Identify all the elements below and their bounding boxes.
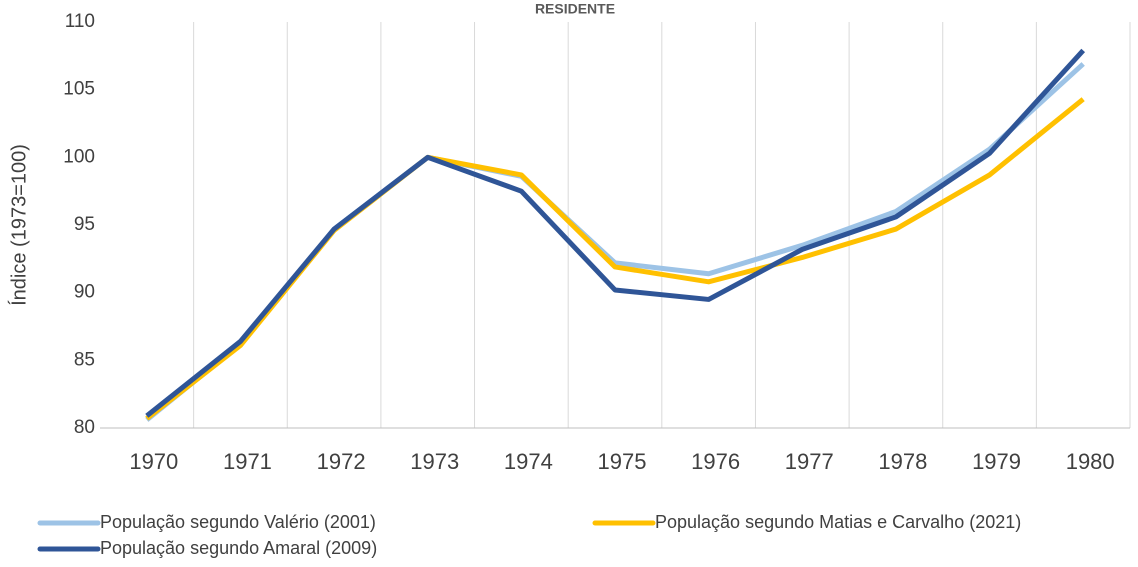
x-tick-label: 1971 bbox=[223, 449, 272, 474]
x-tick-label: 1975 bbox=[598, 449, 647, 474]
y-tick-label: 90 bbox=[74, 282, 95, 303]
x-tick-label: 1970 bbox=[129, 449, 178, 474]
x-tick-label: 1972 bbox=[317, 449, 366, 474]
y-tick-label: 110 bbox=[65, 11, 95, 32]
x-tick-label: 1979 bbox=[972, 449, 1021, 474]
y-tick-label: 105 bbox=[63, 79, 95, 100]
x-tick-label: 1980 bbox=[1066, 449, 1115, 474]
y-tick-label: 95 bbox=[74, 214, 95, 235]
x-tick-label: 1973 bbox=[410, 449, 459, 474]
x-tick-label: 1976 bbox=[691, 449, 740, 474]
x-tick-label: 1974 bbox=[504, 449, 553, 474]
chart-title: RESIDENTE bbox=[535, 1, 615, 17]
y-tick-label: 80 bbox=[74, 417, 95, 438]
y-tick-label: 85 bbox=[74, 349, 95, 370]
x-tick-label: 1978 bbox=[878, 449, 927, 474]
y-tick-label: 100 bbox=[63, 146, 95, 167]
series-line bbox=[145, 48, 1086, 418]
legend-label: População segundo Amaral (2009) bbox=[100, 538, 377, 558]
legend-label: População segundo Valério (2001) bbox=[100, 512, 376, 532]
x-tick-label: 1977 bbox=[785, 449, 834, 474]
legend-label: População segundo Matias e Carvalho (202… bbox=[655, 512, 1021, 532]
y-axis-label: Índice (1973=100) bbox=[7, 144, 30, 306]
